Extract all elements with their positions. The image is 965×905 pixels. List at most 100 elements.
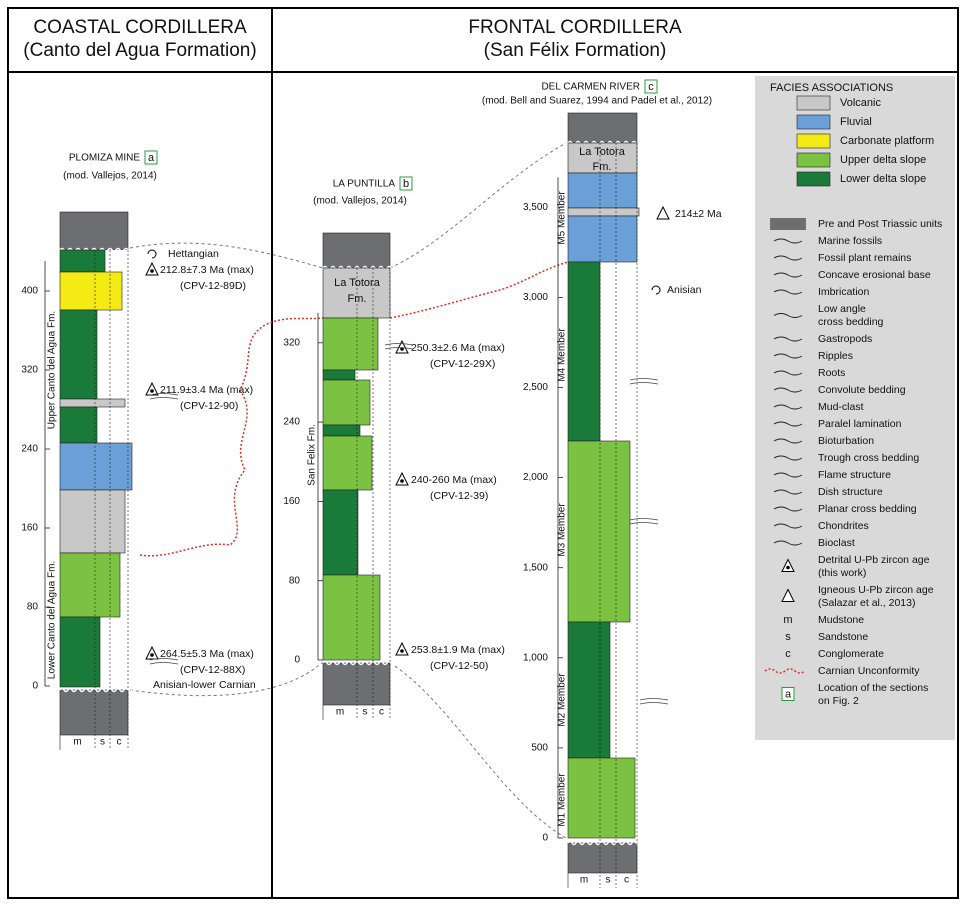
unconformity-line <box>139 317 324 557</box>
grain-size-label: c <box>624 875 629 886</box>
cross-bedding <box>384 343 414 350</box>
lithology-bed <box>59 271 123 311</box>
grain-size-label: s <box>606 875 611 886</box>
lithology-bed <box>322 574 381 661</box>
cross-bedding <box>149 393 179 400</box>
legend-icon <box>773 472 803 478</box>
correlation-lines <box>129 142 567 839</box>
cross-bedding <box>149 658 179 665</box>
scale-label: 0 <box>542 833 548 844</box>
annotation: (CPV-12-88X) <box>180 664 245 676</box>
scale-label: 1,000 <box>523 652 548 663</box>
legend-label: Carbonate platform <box>840 135 934 147</box>
region-subtitle: (Canto del Agua Formation) <box>23 40 256 61</box>
legend-label: (this work) <box>818 567 866 579</box>
lithology-bed <box>567 440 631 623</box>
pre-triassic-unit <box>322 662 391 706</box>
scale-label: 240 <box>283 417 300 428</box>
grain-size-label: s <box>363 707 368 718</box>
member-label: M3 Member <box>557 503 568 557</box>
section-name: LA PUNTILLA <box>333 179 396 190</box>
lithology-bed <box>59 249 106 273</box>
unit-label: Fm. <box>348 293 367 305</box>
legend-icon <box>773 506 803 512</box>
annotation: 214±2 Ma <box>675 208 722 220</box>
scale-label: 320 <box>283 337 300 348</box>
legend-label: Bioclast <box>818 537 855 549</box>
lithology-bed <box>567 215 638 263</box>
legend-label: on Fig. 2 <box>818 695 859 707</box>
lithology-bed <box>567 621 611 759</box>
legend-icon <box>773 353 803 359</box>
annotation: (CPV-12-90) <box>180 400 238 412</box>
legend-icon <box>773 370 803 376</box>
frame <box>7 7 959 899</box>
lithology-bed <box>567 757 636 839</box>
marine-fossil-symbol <box>147 249 157 259</box>
legend-letter: c <box>785 648 791 660</box>
annotation: 240-260 Ma (max) <box>411 474 497 486</box>
annotation: 212.8±7.3 Ma (max) <box>160 264 254 276</box>
legend-label: Fluvial <box>840 116 872 128</box>
legend-icon <box>770 218 806 230</box>
legend-label: Volcanic <box>840 97 881 109</box>
lithology-bed <box>322 424 361 437</box>
grain-size-label: m <box>580 875 588 886</box>
scale-label: 400 <box>21 286 38 297</box>
post-triassic-unit <box>59 211 129 251</box>
legend-label: Conglomerate <box>818 648 884 660</box>
legend-label: (Salazar et al., 2013) <box>818 597 915 609</box>
marine-fossil-symbol <box>651 285 661 295</box>
contact-wave <box>567 840 641 846</box>
legend-label: Igneous U-Pb zircon age <box>818 584 934 596</box>
lithology-bed <box>322 379 371 426</box>
legend-swatch <box>796 171 831 187</box>
age-symbol <box>395 339 409 354</box>
scale-label: 80 <box>289 575 301 586</box>
region-subtitle: (San Félix Formation) <box>484 40 667 61</box>
legend-icon <box>764 668 806 674</box>
contact-wave <box>322 660 396 666</box>
scale-label: 80 <box>27 602 39 613</box>
annotation: 211.9±3.4 Ma (max) <box>160 384 253 396</box>
scale-label: 0 <box>294 655 300 666</box>
lithology-bed <box>322 317 379 371</box>
lithology-bed <box>322 489 359 576</box>
legend-label: Trough cross bedding <box>818 452 919 464</box>
unit-label: Fm. <box>593 161 612 173</box>
legend-label: Mudstone <box>818 614 864 626</box>
legend-label: Carnian Unconformity <box>818 665 920 677</box>
legend-icon <box>773 289 803 295</box>
legend-label: Bioturbation <box>818 435 874 447</box>
legend-label: Mud-clast <box>818 401 864 413</box>
scale-label: 2,500 <box>523 382 548 393</box>
age-symbol <box>145 261 159 276</box>
scale-label: 320 <box>21 365 38 376</box>
lithology-bed <box>322 267 391 319</box>
legend-swatch <box>796 114 831 130</box>
age-symbol <box>656 205 670 220</box>
legend-label: Imbrication <box>818 286 870 298</box>
pre-triassic-unit <box>567 842 638 874</box>
legend-label: Concave erosional base <box>818 269 931 281</box>
legend-icon <box>773 387 803 393</box>
lithology-bed <box>59 309 98 400</box>
scale-label: 2,000 <box>523 472 548 483</box>
grain-size-label: m <box>73 737 81 748</box>
grain-size-label: s <box>100 737 105 748</box>
age-symbol <box>395 471 409 486</box>
legend-icon <box>773 272 803 278</box>
scale-label: 0 <box>32 681 38 692</box>
correlation-line <box>389 142 567 269</box>
scale-label: 3,500 <box>523 202 548 213</box>
legend-title: FACIES ASSOCIATIONS <box>770 82 893 94</box>
lithology-bed <box>567 261 601 442</box>
unit-label: La Totora <box>579 146 626 158</box>
legend-swatch <box>796 133 831 149</box>
legend-icon <box>773 404 803 410</box>
location-letter: b <box>403 178 409 190</box>
section-name: DEL CARMEN RIVER <box>541 82 640 93</box>
age-symbol-dot <box>400 347 404 351</box>
legend-icon <box>773 336 803 342</box>
pre-triassic-unit <box>59 689 129 736</box>
